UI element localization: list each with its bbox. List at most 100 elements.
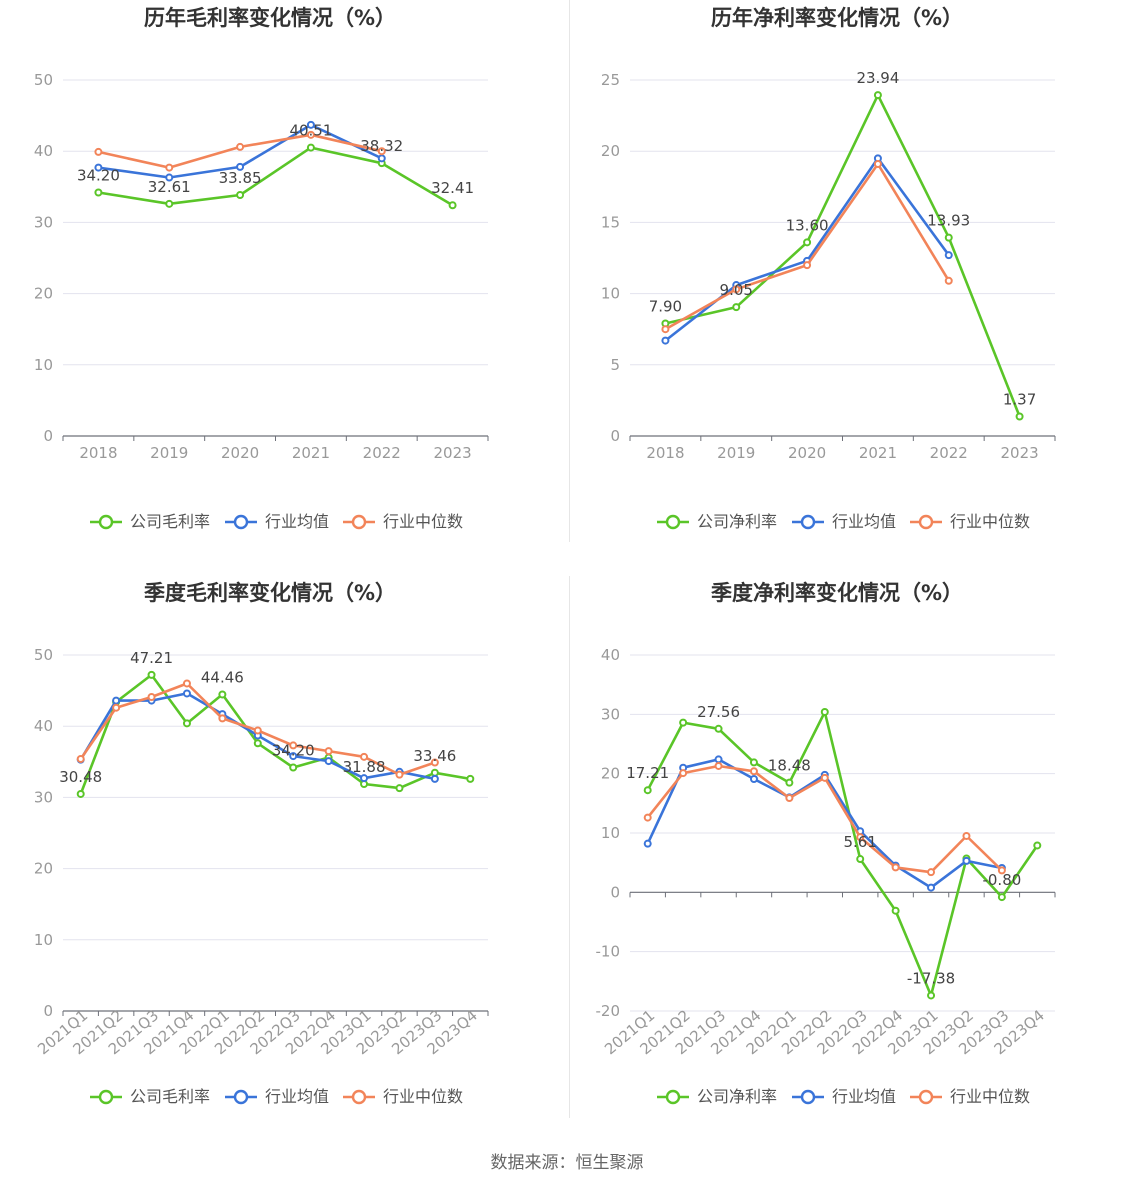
data-point-avg (430, 774, 439, 783)
series-line-company (98, 146, 454, 207)
annual-net-svg: 历年净利率变化情况（%） 0 5 10 15 20 25 2018 2019 2020 2021 20… (601, 6, 1056, 531)
legend-swatch-marker (351, 1089, 367, 1105)
legend-item-avg: 行业均值 (225, 1087, 329, 1106)
data-label: 32.61 (148, 178, 191, 196)
legend-label: 行业中位数 (950, 1087, 1030, 1106)
data-point-median (306, 130, 315, 139)
data-point-company (466, 774, 475, 783)
data-point-company (785, 778, 794, 787)
data-point-company (253, 739, 262, 748)
x-tick-label: 2018 (79, 444, 117, 462)
legend-item-company: 公司毛利率 (90, 1087, 210, 1106)
data-point-median (360, 752, 369, 761)
data-label: 7.90 (649, 298, 682, 316)
y-tick-label: 15 (601, 213, 620, 231)
y-tick-label: 20 (34, 860, 53, 878)
data-point-avg (643, 839, 652, 848)
data-point-avg (749, 775, 758, 784)
data-point-median (661, 325, 670, 334)
data-label: 13.60 (786, 216, 829, 234)
data-point-company (891, 906, 900, 915)
legend-item-median: 行业中位数 (343, 512, 463, 531)
legend-item-company: 公司毛利率 (90, 512, 210, 531)
y-tick-label: -10 (596, 943, 621, 961)
data-label: 47.21 (130, 649, 173, 667)
data-point-company (803, 238, 812, 247)
data-point-avg (112, 696, 121, 705)
data-point-median (732, 285, 741, 294)
data-point-median (377, 147, 386, 156)
series-line-company (665, 93, 1021, 417)
data-point-median (236, 142, 245, 151)
data-point-avg (962, 856, 971, 865)
data-label: 33.85 (219, 169, 262, 187)
y-tick-label: 30 (34, 213, 53, 231)
data-point-avg (661, 336, 670, 345)
series-line-company (646, 710, 1039, 997)
data-point-avg (944, 251, 953, 260)
legend-swatch-marker (351, 514, 367, 530)
y-tick-label: 10 (34, 356, 53, 374)
data-source-footer: 数据来源：恒生聚源 (490, 1153, 644, 1173)
data-point-median (679, 769, 688, 778)
data-point-median (891, 863, 900, 872)
legend-label: 公司净利率 (697, 1087, 777, 1106)
legend-swatch-marker (918, 514, 934, 530)
legend-swatch-marker (98, 514, 114, 530)
x-tick-label: 2020 (221, 444, 259, 462)
data-point-avg (182, 689, 191, 698)
data-label: 9.05 (720, 281, 753, 299)
data-point-company (395, 784, 404, 793)
legend-label: 行业均值 (832, 512, 896, 531)
data-point-median (820, 773, 829, 782)
data-point-median (962, 831, 971, 840)
chart-title: 历年净利率变化情况（%） (711, 6, 963, 30)
legend-swatch-marker (98, 1089, 114, 1105)
data-point-company (997, 893, 1006, 902)
legend-item-company: 公司净利率 (657, 1087, 777, 1106)
y-tick-label: 20 (601, 765, 620, 783)
data-point-company (76, 789, 85, 798)
legend-item-median: 行业中位数 (910, 512, 1030, 531)
legend-item-avg: 行业均值 (792, 512, 896, 531)
legend-swatch-marker (665, 1089, 681, 1105)
chart-title: 历年毛利率变化情况（%） (144, 6, 396, 30)
data-point-median (165, 163, 174, 172)
data-point-median (76, 754, 85, 763)
data-point-median (289, 741, 298, 750)
legend-label: 行业中位数 (950, 512, 1030, 531)
data-label: 34.20 (77, 166, 120, 184)
y-tick-label: 0 (610, 883, 620, 901)
data-point-company (1015, 412, 1024, 421)
data-label: 27.56 (697, 703, 740, 721)
bottom-divider (569, 576, 570, 1118)
y-tick-label: 20 (601, 142, 620, 160)
y-tick-label: 10 (34, 931, 53, 949)
data-label: 1.37 (1003, 390, 1036, 408)
data-point-avg (94, 163, 103, 172)
data-label: 44.46 (201, 668, 244, 686)
quarterly-net-svg: 季度净利率变化情况（%）-20-100102030402021Q12021Q22… (596, 581, 1056, 1106)
y-tick-label: 40 (601, 646, 620, 664)
legend-item-median: 行业中位数 (910, 1087, 1030, 1106)
series-line-median (664, 162, 950, 331)
data-label: 5.61 (844, 833, 877, 851)
data-point-company (182, 719, 191, 728)
data-point-median (749, 767, 758, 776)
data-point-avg (289, 752, 298, 761)
data-point-company (927, 991, 936, 1000)
y-tick-label: 20 (34, 285, 53, 303)
data-label: 23.94 (856, 69, 899, 87)
legend-label: 行业中位数 (383, 1087, 463, 1106)
data-label: 34.20 (272, 741, 315, 759)
y-tick-label: 10 (601, 285, 620, 303)
data-point-company (873, 91, 882, 100)
data-label: 17.21 (626, 764, 669, 782)
chart-quarterly-gross: 季度毛利率变化情况（%） 0 10 20 30 40 50 2021Q1 2021Q2 2021Q… (0, 575, 567, 1120)
data-point-company (430, 768, 439, 777)
x-tick-label: 2020 (788, 444, 826, 462)
legend-swatch-marker (918, 1089, 934, 1105)
data-point-median (324, 747, 333, 756)
data-point-avg (714, 755, 723, 764)
x-tick-label: 2022 (363, 444, 401, 462)
